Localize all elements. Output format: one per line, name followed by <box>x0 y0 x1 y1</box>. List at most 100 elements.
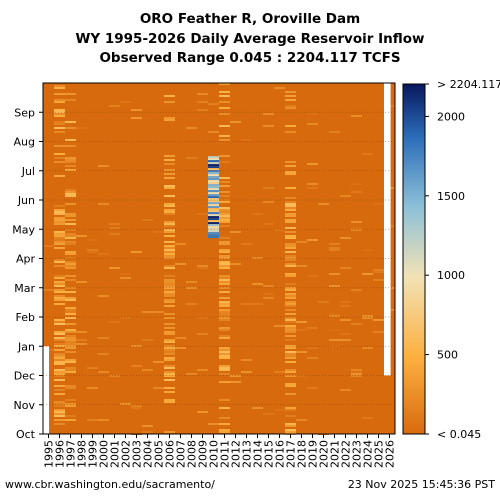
daily-cell <box>65 387 76 389</box>
daily-cell <box>65 341 76 343</box>
daily-cell <box>351 289 362 291</box>
x-tick-label: 2024 <box>362 440 375 468</box>
daily-cell <box>54 213 65 215</box>
daily-cell <box>54 285 65 287</box>
daily-cell <box>65 157 76 159</box>
daily-cell <box>285 237 296 239</box>
daily-cell <box>65 203 76 205</box>
daily-cell <box>65 161 76 163</box>
daily-cell <box>54 331 65 333</box>
daily-cell <box>340 339 351 341</box>
peak-flow-cell <box>208 224 219 227</box>
daily-cell <box>142 219 153 221</box>
daily-cell <box>54 127 65 129</box>
daily-cell <box>186 127 197 129</box>
daily-cell <box>219 207 230 209</box>
daily-cell <box>175 243 186 245</box>
daily-cell <box>307 113 318 115</box>
daily-cell <box>54 259 65 261</box>
daily-cell <box>54 115 65 117</box>
daily-cell <box>285 297 296 299</box>
daily-cell <box>164 431 175 433</box>
peak-flow-cell <box>208 184 219 187</box>
daily-cell <box>351 375 362 377</box>
daily-cell <box>219 201 230 203</box>
daily-cell <box>219 309 230 311</box>
daily-cell <box>54 235 65 237</box>
peak-flow-cell <box>208 188 219 191</box>
daily-cell <box>65 215 76 217</box>
daily-cell <box>285 273 296 275</box>
daily-cell <box>296 241 307 243</box>
daily-cell <box>164 275 175 277</box>
daily-cell <box>197 109 208 111</box>
x-tick-label: 2021 <box>329 440 342 468</box>
x-tick-label: 2022 <box>340 440 353 468</box>
daily-cell <box>54 369 65 371</box>
daily-cell <box>197 101 208 103</box>
daily-cell <box>351 183 362 185</box>
daily-cell <box>197 267 208 269</box>
daily-cell <box>54 111 65 113</box>
daily-cell <box>219 251 230 253</box>
daily-cell <box>197 93 208 95</box>
chart-title-line-1: ORO Feather R, Oroville Dam <box>139 11 361 27</box>
daily-cell <box>219 283 230 285</box>
daily-cell <box>219 181 230 183</box>
daily-cell <box>219 287 230 289</box>
daily-cell <box>54 343 65 345</box>
daily-cell <box>362 249 373 251</box>
daily-cell <box>285 383 296 385</box>
daily-cell <box>65 337 76 339</box>
daily-cell <box>241 303 252 305</box>
daily-cell <box>65 299 76 301</box>
peak-flow-cell <box>208 174 219 177</box>
daily-cell <box>65 385 76 387</box>
daily-cell <box>76 339 87 341</box>
daily-cell <box>219 101 230 103</box>
daily-cell <box>186 303 197 305</box>
daily-cell <box>164 399 175 401</box>
peak-flow-cell <box>208 160 219 163</box>
daily-cell <box>285 201 296 203</box>
daily-cell <box>340 301 351 303</box>
daily-cell <box>285 203 296 205</box>
daily-cell <box>219 381 230 383</box>
daily-cell <box>318 203 329 205</box>
daily-cell <box>219 263 230 265</box>
daily-cell <box>285 171 296 173</box>
daily-cell <box>241 139 252 141</box>
daily-cell <box>65 307 76 309</box>
daily-cell <box>54 121 65 123</box>
daily-cell <box>285 257 296 259</box>
daily-cell <box>219 125 230 127</box>
daily-cell <box>307 183 318 185</box>
daily-cell <box>373 331 384 333</box>
daily-cell <box>65 267 76 269</box>
daily-cell <box>54 221 65 223</box>
daily-cell <box>285 351 296 353</box>
daily-cell <box>54 299 65 301</box>
daily-cell <box>296 375 307 377</box>
daily-cell <box>219 367 230 369</box>
daily-cell <box>274 409 285 411</box>
daily-cell <box>65 317 76 319</box>
daily-cell <box>142 425 153 427</box>
daily-cell <box>65 323 76 325</box>
daily-cell <box>65 261 76 263</box>
daily-cell <box>219 281 230 283</box>
daily-cell <box>285 215 296 217</box>
daily-cell <box>351 115 362 117</box>
daily-cell <box>54 113 65 115</box>
daily-cell <box>54 289 65 291</box>
daily-cell <box>164 365 175 367</box>
daily-cell <box>340 267 351 269</box>
daily-cell <box>65 351 76 353</box>
daily-cell <box>54 361 65 363</box>
daily-cell <box>54 375 65 377</box>
daily-cell <box>296 351 307 353</box>
daily-cell <box>219 83 230 85</box>
daily-cell <box>219 337 230 339</box>
daily-cell <box>164 205 175 207</box>
daily-cell <box>285 415 296 417</box>
